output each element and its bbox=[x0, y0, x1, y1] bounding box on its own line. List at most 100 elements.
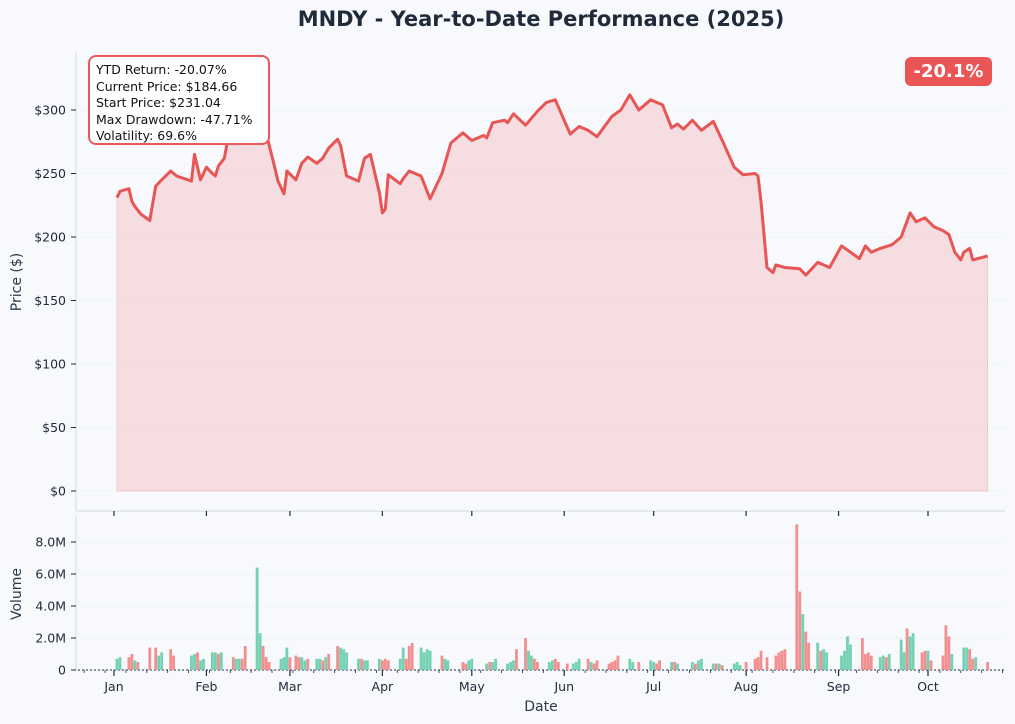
volume-bar bbox=[950, 654, 954, 670]
volume-bar bbox=[366, 660, 369, 670]
x-tick-label: Jan bbox=[103, 679, 123, 694]
volume-bar bbox=[321, 660, 325, 670]
volume-bar bbox=[419, 647, 423, 670]
volume-bar bbox=[911, 633, 915, 670]
volume-bar bbox=[801, 614, 805, 670]
volume-y-tick-label: 8.0M bbox=[35, 535, 66, 550]
volume-bar bbox=[524, 638, 527, 670]
volume-bar bbox=[261, 646, 265, 670]
volume-bar bbox=[243, 646, 247, 670]
volume-bar bbox=[697, 660, 700, 670]
volume-bar bbox=[744, 662, 748, 670]
volume-bar bbox=[231, 657, 235, 670]
price-y-ticks: $0 $50 $100 $150 $200 $250 $300 bbox=[34, 103, 76, 499]
volume-bar bbox=[219, 652, 223, 670]
x-tick-label: Aug bbox=[734, 679, 758, 694]
volume-bar bbox=[864, 654, 867, 670]
volume-bar bbox=[798, 591, 802, 670]
volume-bar bbox=[556, 662, 560, 670]
volume-bar bbox=[297, 657, 301, 670]
volume-bar bbox=[443, 658, 447, 670]
volume-bar bbox=[342, 649, 345, 670]
volume-bar bbox=[971, 658, 975, 670]
volume-bar bbox=[214, 652, 217, 670]
volume-bar bbox=[658, 660, 661, 670]
volume-bar bbox=[816, 642, 820, 670]
x-tick-label: Jul bbox=[645, 679, 661, 694]
volume-bar bbox=[649, 660, 653, 670]
volume-bar bbox=[637, 662, 641, 670]
volume-bar bbox=[506, 663, 509, 670]
volume-bar bbox=[202, 658, 205, 670]
volume-bar bbox=[765, 657, 769, 670]
volume-bar bbox=[691, 662, 694, 670]
chart-title: MNDY - Year-to-Date Performance (2025) bbox=[298, 7, 785, 31]
volume-bar bbox=[986, 662, 989, 670]
volume-bar bbox=[589, 662, 593, 670]
volume-bar bbox=[547, 662, 551, 670]
volume-bar bbox=[878, 657, 882, 670]
volume-bar bbox=[711, 663, 715, 670]
volume-bar bbox=[616, 655, 620, 670]
volume-bar bbox=[440, 655, 444, 670]
volume-bar bbox=[652, 662, 656, 670]
volume-bar bbox=[720, 665, 724, 670]
volume-bar bbox=[869, 655, 873, 670]
volume-bar bbox=[118, 657, 122, 670]
max-drawdown-stat: Max Drawdown: -47.71% bbox=[96, 111, 253, 127]
volume-bar bbox=[565, 663, 569, 670]
volume-bar bbox=[407, 646, 411, 670]
volume-bar bbox=[533, 658, 536, 670]
volume-bar bbox=[899, 639, 903, 670]
x-tick-label: Feb bbox=[195, 679, 217, 694]
volume-bar bbox=[160, 652, 164, 670]
volume-bar bbox=[732, 663, 736, 670]
volume-bar bbox=[461, 662, 465, 670]
price-y-tick-label: $300 bbox=[34, 103, 66, 118]
volume-bar bbox=[133, 660, 137, 670]
volatility-stat: Volatility: 69.6% bbox=[96, 128, 197, 143]
volume-bar bbox=[655, 663, 659, 670]
volume-bar bbox=[327, 654, 331, 670]
volume-bar bbox=[867, 652, 870, 670]
volume-bar bbox=[467, 660, 471, 670]
volume-bar bbox=[282, 657, 286, 670]
ytd-return-stat: YTD Return: -20.07% bbox=[96, 62, 227, 77]
volume-bar bbox=[255, 567, 259, 670]
volume-bar bbox=[345, 652, 348, 670]
volume-bar bbox=[780, 650, 784, 670]
price-y-label: Price ($) bbox=[9, 253, 25, 311]
volume-bar bbox=[398, 658, 402, 670]
current-price-stat: Current Price: $184.66 bbox=[96, 78, 238, 94]
date-x-label: Date bbox=[524, 699, 557, 715]
volume-bar bbox=[154, 647, 158, 670]
volume-bar bbox=[324, 657, 328, 670]
volume-bar bbox=[303, 660, 307, 670]
volume-bar bbox=[944, 625, 948, 670]
volume-bar bbox=[840, 655, 843, 670]
volume-bar bbox=[735, 662, 739, 670]
volume-bar bbox=[172, 655, 175, 670]
volume-bar bbox=[777, 652, 781, 670]
volume-bar bbox=[410, 642, 414, 670]
volume-bar bbox=[136, 662, 140, 670]
volume-bar bbox=[357, 658, 360, 670]
price-y-tick-label: $0 bbox=[50, 484, 66, 499]
x-tick-label: May bbox=[459, 679, 485, 694]
volume-bar bbox=[240, 658, 244, 670]
volume-bar bbox=[196, 652, 199, 670]
volume-bar bbox=[386, 660, 390, 670]
volume-bar bbox=[169, 649, 173, 670]
volume-bar bbox=[530, 655, 533, 670]
volume-bar bbox=[115, 658, 119, 670]
volume-bar bbox=[825, 652, 828, 670]
volume-bar bbox=[676, 663, 679, 670]
volume-bar bbox=[509, 662, 512, 670]
price-y-tick-label: $250 bbox=[34, 166, 66, 181]
volume-bar bbox=[941, 655, 945, 670]
volume-bar bbox=[378, 658, 381, 670]
volume-bar bbox=[428, 650, 432, 670]
volume-bar bbox=[756, 657, 760, 670]
volume-bar bbox=[264, 657, 268, 670]
